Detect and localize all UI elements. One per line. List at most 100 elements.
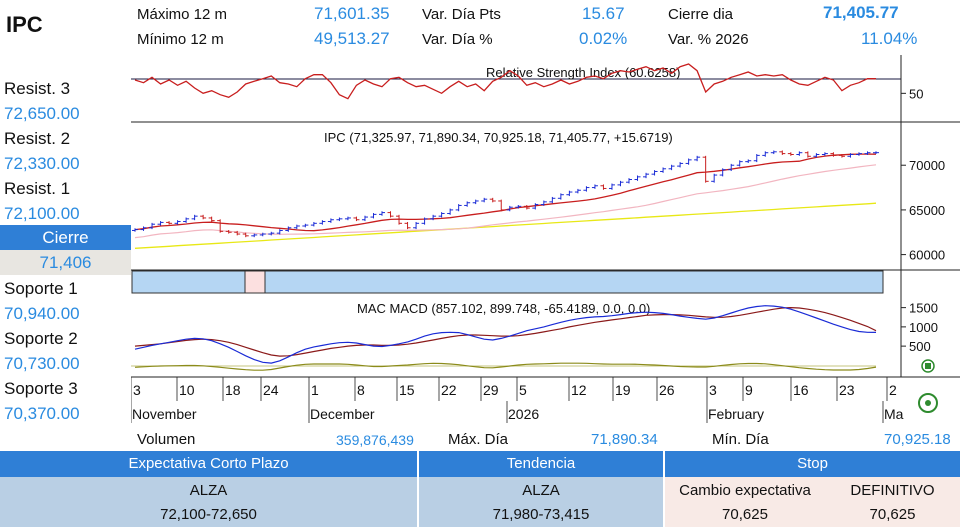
candle — [506, 205, 513, 212]
maxdia-value: 71,890.34 — [591, 431, 658, 448]
candle — [557, 193, 564, 200]
expectativa-cell — [0, 477, 417, 527]
candle — [677, 162, 684, 168]
candle — [225, 230, 232, 234]
resist3-value: 72,650.00 — [4, 104, 80, 123]
candle — [796, 151, 803, 156]
candle — [217, 219, 224, 233]
mindia-value: 70,925.18 — [884, 431, 951, 448]
candle — [847, 153, 854, 158]
macd-y-ticks: 1500 1000 500 — [901, 301, 938, 354]
mindia-label: Mín. Día — [712, 431, 769, 448]
candle — [813, 153, 820, 158]
soporte2-label: Soporte 2 — [4, 329, 78, 348]
candle — [251, 233, 258, 238]
expectativa-value: ALZA — [189, 482, 228, 499]
x-day-label: 29 — [483, 382, 499, 398]
candle — [583, 186, 590, 192]
x-day-label: 16 — [793, 382, 809, 398]
x-day-label: 22 — [441, 382, 457, 398]
price-tick-label: 70000 — [909, 158, 945, 173]
x-day-label: 1 — [311, 382, 319, 398]
resist2-label: Resist. 2 — [4, 129, 71, 148]
ma-short-line — [134, 153, 877, 232]
candle — [600, 184, 607, 190]
candle — [464, 201, 471, 207]
vardia-pts-label: Var. Día Pts — [422, 6, 501, 23]
price-panel: IPC (71,325.97, 71,890.34, 70,925.18, 71… — [131, 130, 960, 271]
volumen-value: 359,876,439 — [336, 432, 414, 448]
var2026-value: 11.04% — [861, 29, 918, 48]
x-day-label: 2 — [889, 382, 897, 398]
x-month-label: Ma — [884, 406, 904, 422]
candle — [174, 220, 181, 225]
candle — [532, 203, 539, 210]
candle — [821, 152, 828, 156]
candle — [157, 221, 164, 226]
x-day-label: 5 — [519, 382, 527, 398]
soporte2-value: 70,730.00 — [4, 354, 80, 373]
vardia-pct-value: 0.02% — [579, 29, 628, 48]
cambio-label: Cambio expectativa — [679, 482, 811, 499]
macd-title: MAC MACD (857.102, 899.748, -65.4189, 0.… — [357, 301, 650, 316]
scroll-track — [131, 270, 884, 294]
candle — [481, 197, 488, 203]
x-month-label: November — [132, 406, 197, 422]
candle — [668, 164, 675, 171]
candle — [413, 221, 420, 230]
macd-panel: MAC MACD (857.102, 899.748, -65.4189, 0.… — [131, 301, 960, 378]
tendencia-cell — [419, 477, 663, 527]
min12-label: Mínimo 12 m — [137, 31, 224, 48]
candle — [421, 217, 428, 225]
candle — [864, 151, 871, 155]
soporte3-value: 70,370.00 — [4, 404, 80, 423]
x-day-label: 3 — [133, 382, 141, 398]
candle — [540, 200, 547, 206]
candle — [728, 163, 735, 172]
ma-long-line — [134, 202, 877, 249]
candle — [736, 160, 743, 167]
candle — [472, 199, 479, 205]
navigate-icon[interactable] — [918, 393, 938, 413]
candle — [753, 154, 760, 163]
x-day-label: 18 — [225, 382, 241, 398]
var2026-label: Var. % 2026 — [668, 31, 749, 48]
rsi-panel: Relative Strength Index (60.6258) 50 — [131, 63, 960, 123]
macd-tick-label: 1500 — [909, 301, 938, 316]
macd-line — [134, 305, 877, 364]
x-day-label: 9 — [745, 382, 753, 398]
candle — [149, 222, 156, 230]
resist2-value: 72,330.00 — [4, 154, 80, 173]
tendencia-range: 71,980-73,415 — [492, 506, 590, 523]
candle — [447, 208, 454, 215]
cierre-label: Cierre — [0, 225, 131, 250]
x-day-label: 26 — [659, 382, 675, 398]
resist3-label: Resist. 3 — [4, 79, 71, 98]
soporte3-label: Soporte 3 — [4, 379, 78, 398]
candle — [344, 216, 351, 221]
candle — [293, 224, 300, 230]
price-title: IPC (71,325.97, 71,890.34, 70,925.18, 71… — [324, 130, 673, 145]
candle — [804, 151, 811, 158]
candle — [634, 175, 641, 181]
rsi-line — [134, 63, 876, 100]
candle — [140, 226, 147, 231]
candle — [617, 180, 624, 187]
candle — [694, 155, 701, 162]
candle — [498, 199, 505, 212]
scroll-thumb — [244, 270, 266, 294]
candle — [591, 184, 598, 189]
candle — [276, 229, 283, 235]
candle — [855, 152, 862, 156]
cambio-value: 70,625 — [722, 506, 768, 523]
candle — [574, 188, 581, 194]
candle — [396, 214, 403, 225]
vardia-pts-value: 15.67 — [582, 4, 625, 23]
candle — [259, 232, 266, 237]
candle — [566, 190, 573, 197]
x-month-label: December — [310, 406, 375, 422]
candle — [370, 213, 377, 219]
candle — [361, 215, 368, 222]
scroll-strip[interactable] — [131, 270, 884, 294]
